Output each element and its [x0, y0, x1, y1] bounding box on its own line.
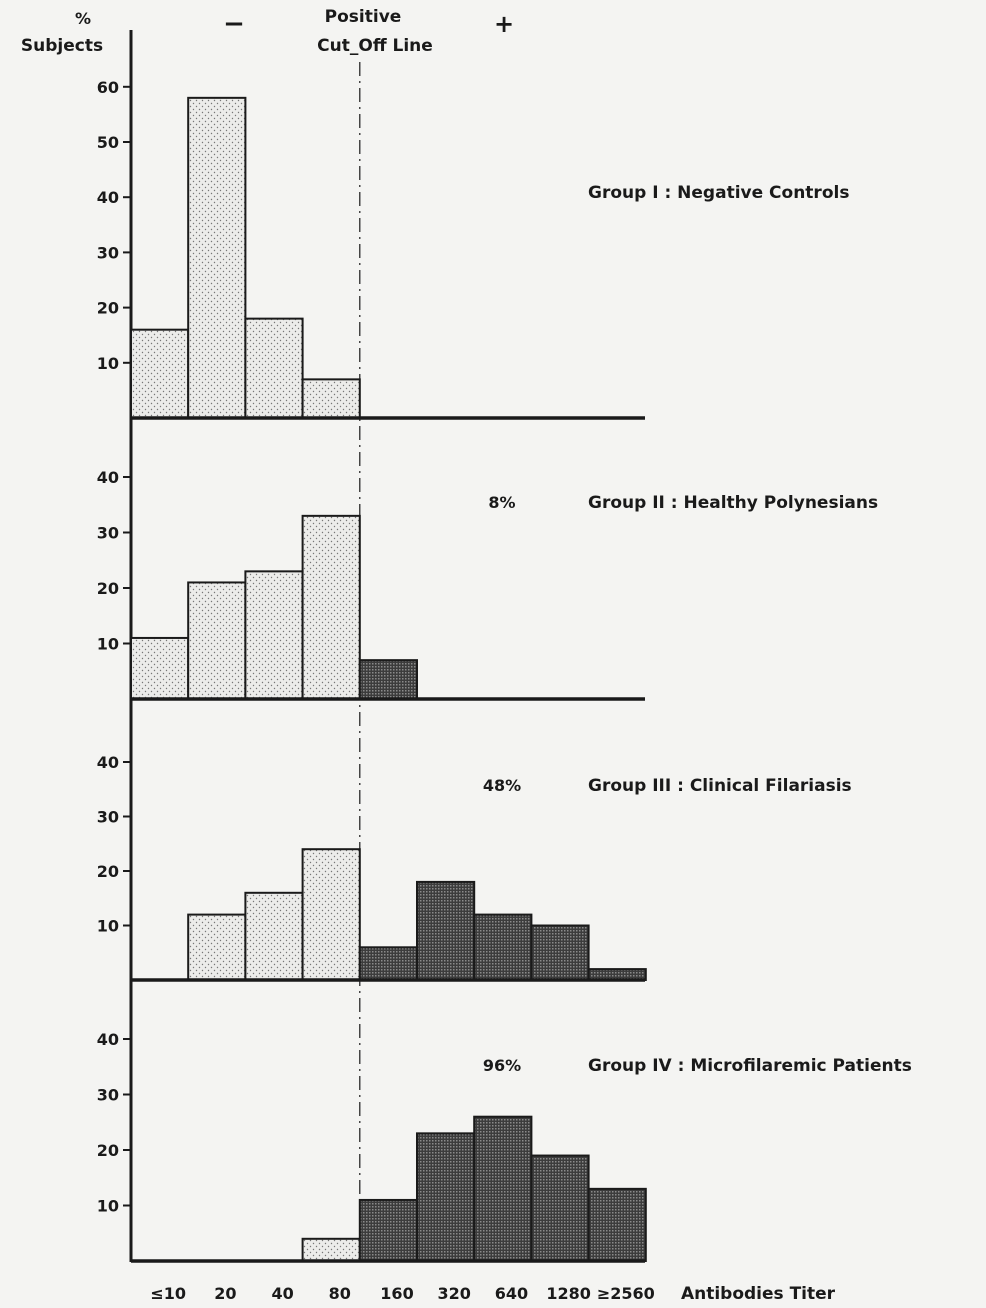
y-tick-label-2-20: 20: [97, 579, 119, 598]
y-tick-label-4-20: 20: [97, 1141, 119, 1160]
group-label-1: Group I : Negative Controls: [588, 183, 849, 203]
x-tick-label-3: 80: [329, 1284, 351, 1303]
bar-2-40: [244, 570, 304, 700]
cutoff-label-line1: Positive: [325, 7, 402, 27]
bar-4-2560: [587, 1187, 647, 1262]
y-tick-label-1-60: 60: [97, 78, 119, 97]
y-tick-label-2-10: 10: [97, 635, 119, 654]
x-tick-label-5: 320: [437, 1284, 470, 1303]
y-tick-label-4-10: 10: [97, 1197, 119, 1216]
negative-sign: −: [223, 9, 245, 39]
bar-1-10: [130, 328, 190, 419]
y-tick-label-3-30: 30: [97, 808, 119, 827]
x-tick-labels: ≤10 20 40 80 160 320 640 1280 ≥2560: [150, 1284, 654, 1303]
bar-2-10: [130, 636, 190, 701]
bar-4-320: [416, 1132, 476, 1262]
bar-4-80: [301, 1237, 361, 1263]
y-tick-label-3-20: 20: [97, 862, 119, 881]
x-tick-label-7: 1280: [546, 1284, 591, 1303]
y-tick-label-3-10: 10: [97, 917, 119, 936]
bar-3-80: [301, 848, 361, 982]
x-tick-label-1: 20: [214, 1284, 236, 1303]
panel-group-1: 10 20 30 40 50 60 Group I : Negative Controls: [97, 78, 849, 420]
x-tick-label-8: ≥2560: [597, 1284, 655, 1303]
bar-3-320: [416, 880, 476, 982]
y-unit-subjects: Subjects: [21, 36, 103, 56]
y-tick-label-1-50: 50: [97, 133, 119, 152]
y-tick-label-2-40: 40: [97, 468, 119, 487]
bar-1-80: [301, 378, 361, 419]
x-tick-label-4: 160: [380, 1284, 413, 1303]
y-tick-label-1-40: 40: [97, 188, 119, 207]
y-unit-percent: %: [75, 9, 91, 28]
x-tick-label-0: ≤10: [150, 1284, 186, 1303]
y-tick-label-3-40: 40: [97, 753, 119, 772]
bar-3-160: [358, 946, 418, 981]
bar-2-160: [358, 659, 418, 701]
panel-group-4: 10 20 30 40 96% Group IV : Microfilaremic Pat…: [97, 1030, 912, 1263]
group-label-4: Group IV : Microfilaremic Patients: [588, 1056, 912, 1076]
bar-2-80: [301, 514, 361, 700]
percent-positive-2: 8%: [488, 493, 515, 512]
panel-group-2: 10 20 30 40 8% Group II : Healthy Polynesians: [97, 468, 878, 701]
y-tick-label-1-20: 20: [97, 299, 119, 318]
bar-4-1280: [530, 1154, 590, 1263]
bar-3-1280: [530, 924, 590, 981]
y-tick-label-1-30: 30: [97, 243, 119, 262]
cutoff-label-line2: Cut_Off Line: [317, 36, 433, 56]
percent-positive-4: 96%: [483, 1056, 521, 1075]
positive-sign: +: [494, 10, 514, 38]
bar-2-20: [187, 581, 247, 701]
bar-4-160: [358, 1198, 418, 1262]
bar-3-640: [473, 913, 533, 981]
bar-3-40: [244, 891, 304, 981]
bar-4-640: [473, 1115, 533, 1262]
percent-positive-3: 48%: [483, 776, 521, 795]
y-tick-label-1-10: 10: [97, 354, 119, 373]
group-label-2: Group II : Healthy Polynesians: [588, 493, 878, 513]
group-label-3: Group III : Clinical Filariasis: [588, 776, 852, 796]
x-tick-label-2: 40: [271, 1284, 293, 1303]
x-axis-title: Antibodies Titer: [681, 1284, 836, 1304]
bar-3-20: [187, 913, 247, 981]
y-tick-label-4-30: 30: [97, 1086, 119, 1105]
bar-1-40: [244, 317, 304, 420]
y-tick-label-4-40: 40: [97, 1030, 119, 1049]
x-tick-label-6: 640: [495, 1284, 528, 1303]
panel-group-3: 10 20 30 40 48% Group III : Clinical Filarias…: [97, 753, 852, 982]
bar-1-20: [187, 96, 247, 419]
y-tick-label-2-30: 30: [97, 524, 119, 543]
